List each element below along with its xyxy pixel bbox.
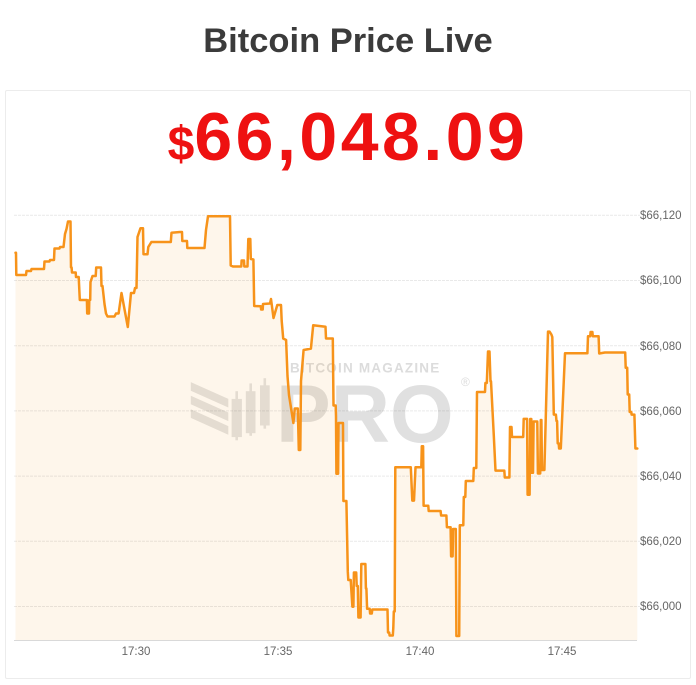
svg-text:$66,120: $66,120 (640, 210, 682, 222)
svg-text:17:35: 17:35 (264, 646, 293, 658)
svg-text:$66,080: $66,080 (640, 341, 682, 353)
svg-text:17:30: 17:30 (122, 646, 151, 658)
svg-text:$66,040: $66,040 (640, 471, 682, 483)
svg-text:$66,060: $66,060 (640, 406, 682, 418)
svg-text:PRO: PRO (276, 369, 454, 460)
svg-text:17:45: 17:45 (548, 646, 577, 658)
svg-text:$66,100: $66,100 (640, 275, 682, 287)
svg-text:$66,000: $66,000 (640, 601, 682, 613)
svg-text:BITCOIN MAGAZINE: BITCOIN MAGAZINE (290, 361, 440, 376)
svg-text:$66,020: $66,020 (640, 536, 682, 548)
svg-text:17:40: 17:40 (406, 646, 435, 658)
svg-text:®: ® (461, 375, 470, 389)
